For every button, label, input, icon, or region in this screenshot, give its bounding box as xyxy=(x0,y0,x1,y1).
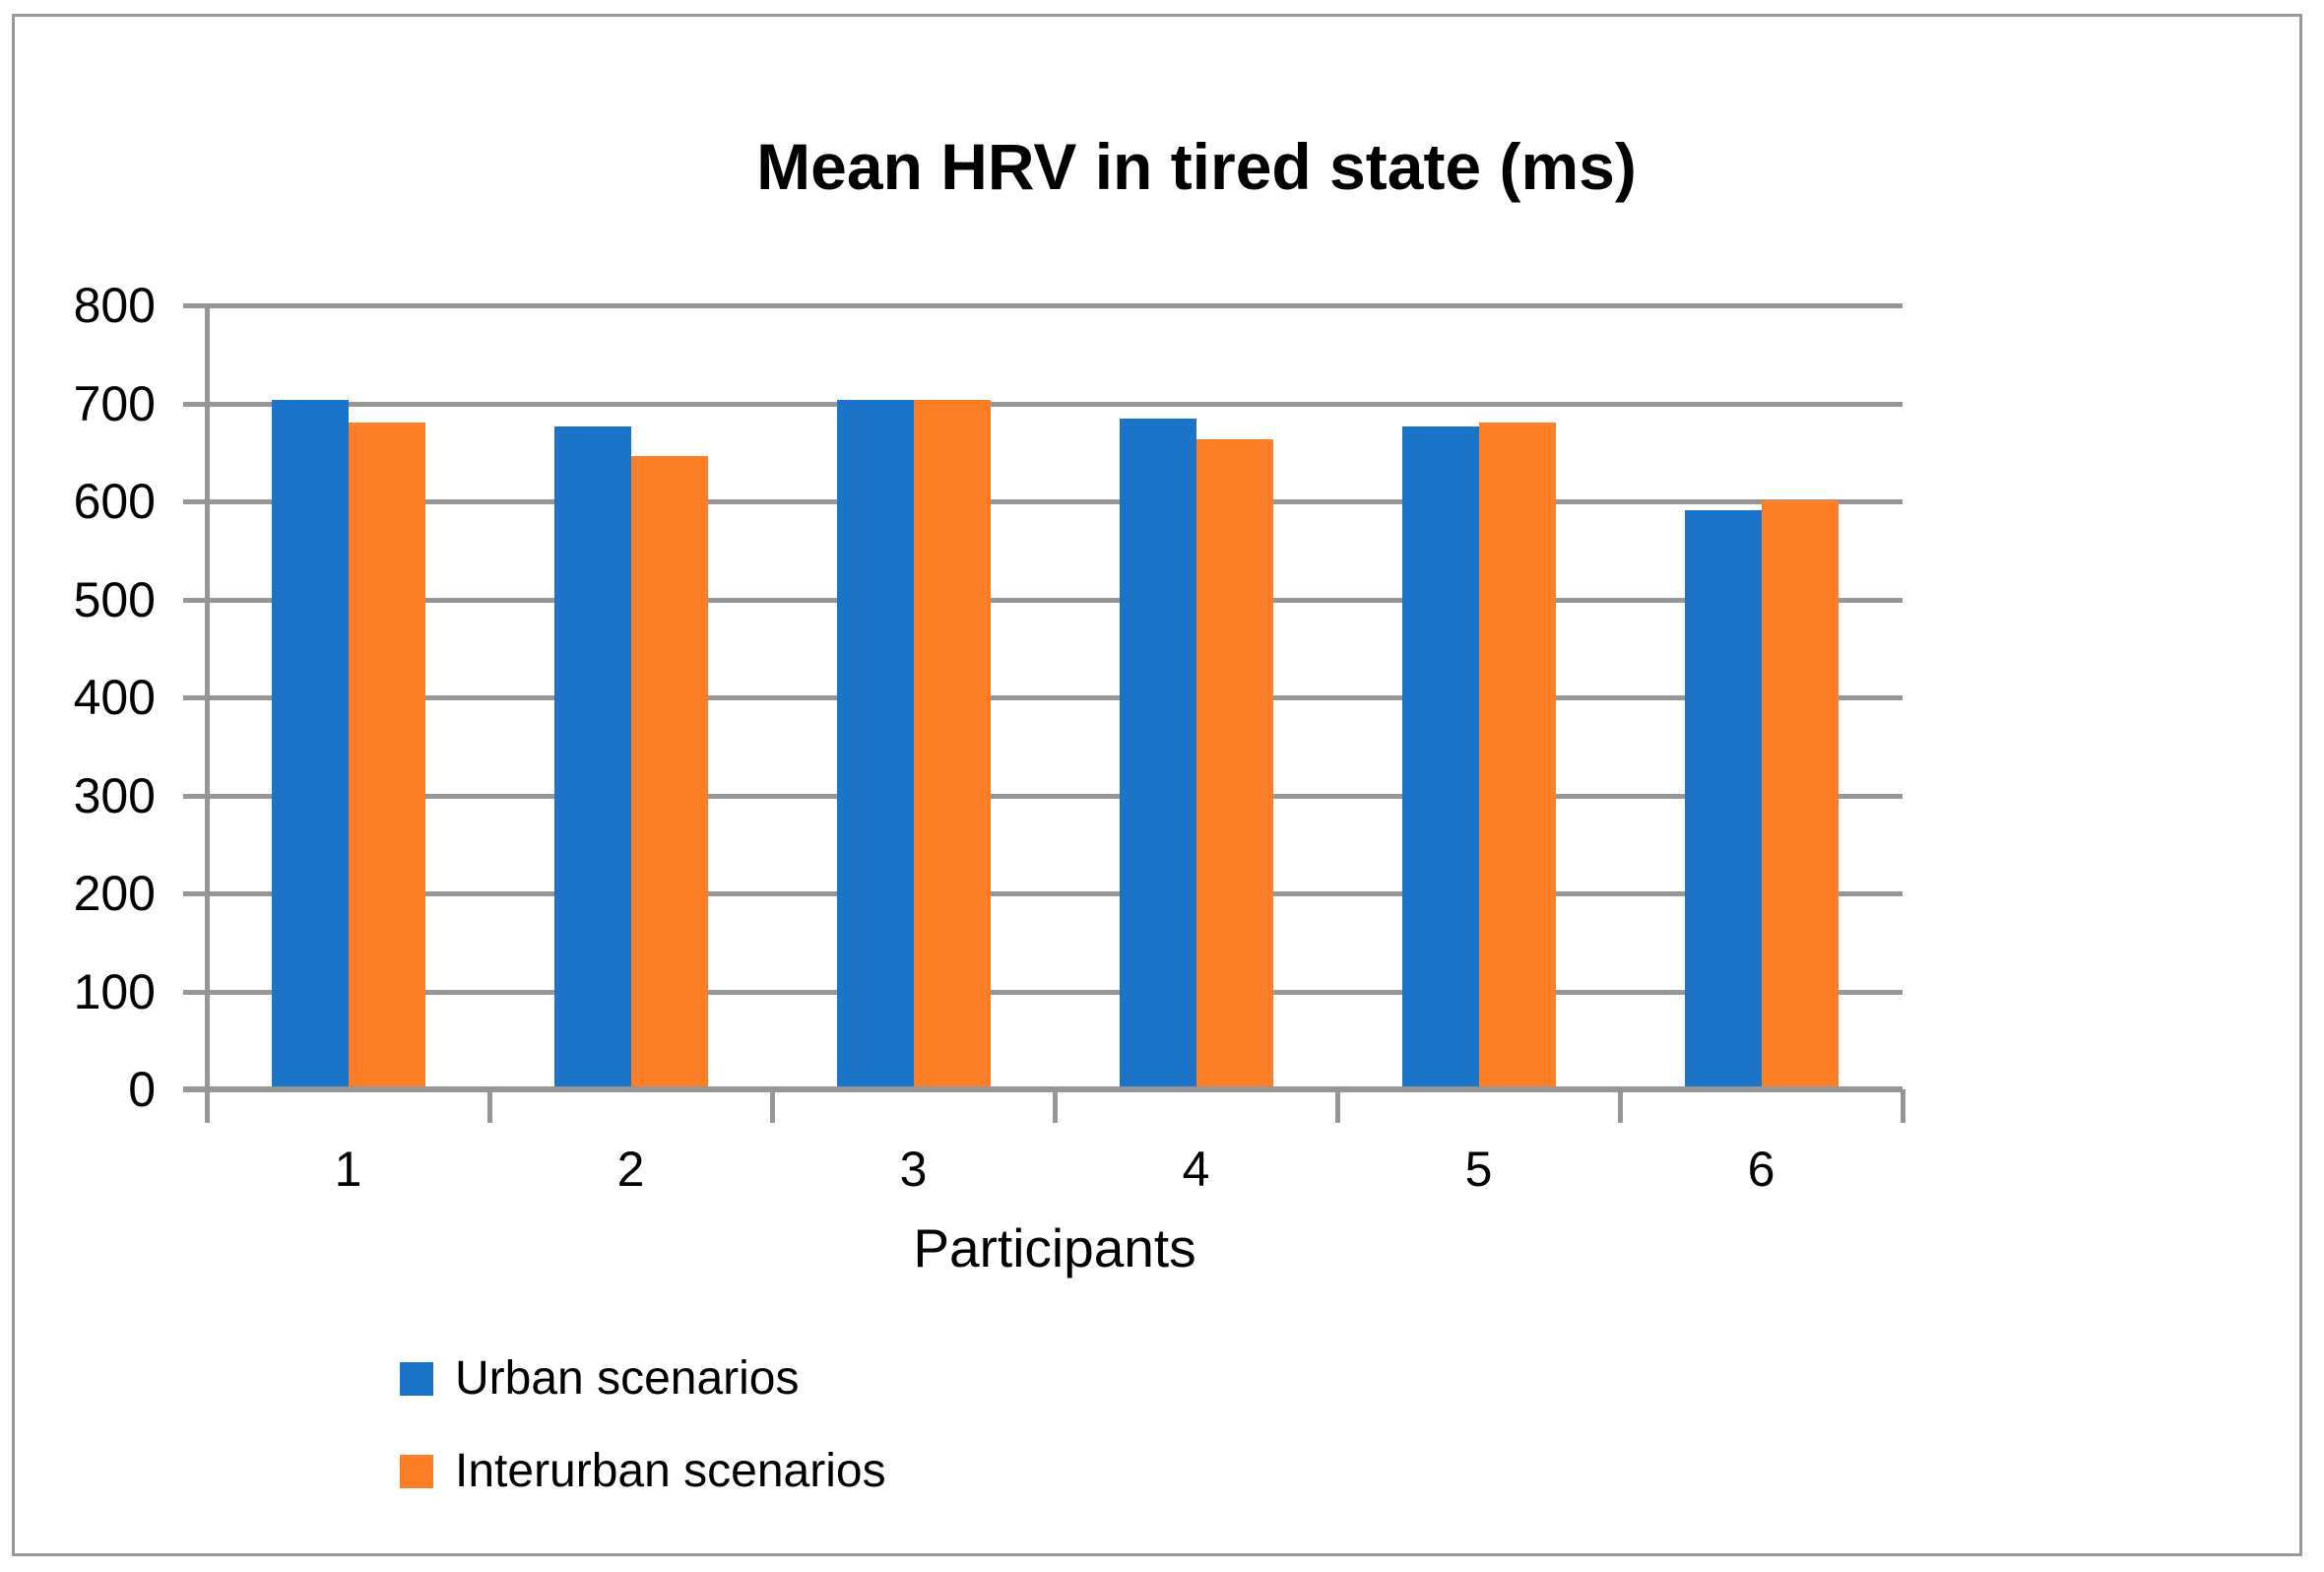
legend: Urban scenarios Interurban scenarios xyxy=(400,1355,886,1545)
urban-bar-1 xyxy=(272,400,349,1089)
y-tick-label-300: 300 xyxy=(73,767,156,823)
y-tick-label-200: 200 xyxy=(73,866,156,921)
x-axis-tick-5 xyxy=(1618,1089,1623,1123)
legend-label-interurban: Interurban scenarios xyxy=(455,1445,886,1497)
gridline-500 xyxy=(183,597,1903,603)
x-axis-tick-1 xyxy=(487,1089,492,1123)
interurban-bar-1 xyxy=(349,423,425,1089)
gridline-800 xyxy=(183,303,1903,308)
gridline-300 xyxy=(183,793,1903,799)
y-tick-label-800: 800 xyxy=(73,278,156,333)
urban-series-swatch-icon xyxy=(400,1362,433,1396)
legend-label-urban: Urban scenarios xyxy=(455,1352,800,1405)
gridline-600 xyxy=(183,499,1903,504)
x-axis-line xyxy=(183,1086,1903,1092)
y-tick-label-400: 400 xyxy=(73,670,156,725)
x-axis-tick-4 xyxy=(1335,1089,1340,1123)
legend-entry-interurban: Interurban scenarios xyxy=(400,1448,886,1495)
urban-bar-2 xyxy=(554,426,631,1089)
y-tick-label-700: 700 xyxy=(73,375,156,431)
x-tick-label-4: 4 xyxy=(1182,1142,1210,1197)
y-axis-line xyxy=(205,303,210,1123)
x-tick-label-6: 6 xyxy=(1747,1142,1775,1197)
urban-bar-4 xyxy=(1120,419,1196,1089)
gridline-400 xyxy=(183,695,1903,700)
chart-title: Mean HRV in tired state (ms) xyxy=(756,130,1637,203)
x-tick-label-5: 5 xyxy=(1464,1142,1493,1197)
x-tick-label-2: 2 xyxy=(616,1142,645,1197)
x-axis-tick-2 xyxy=(770,1089,775,1123)
y-tick-label-100: 100 xyxy=(73,963,156,1019)
x-tick-label-3: 3 xyxy=(899,1142,928,1197)
gridline-100 xyxy=(183,989,1903,995)
interurban-series-swatch-icon xyxy=(400,1455,433,1488)
gridline-700 xyxy=(183,401,1903,407)
y-tick-label-500: 500 xyxy=(73,571,156,627)
urban-bar-3 xyxy=(837,400,914,1089)
x-axis-tick-0 xyxy=(205,1089,210,1123)
interurban-bar-5 xyxy=(1479,423,1556,1089)
interurban-bar-6 xyxy=(1762,500,1839,1089)
interurban-bar-3 xyxy=(914,400,991,1089)
x-tick-label-1: 1 xyxy=(334,1142,362,1197)
x-axis-tick-3 xyxy=(1053,1089,1058,1123)
x-axis-title: Participants xyxy=(913,1217,1196,1278)
gridline-200 xyxy=(183,891,1903,896)
urban-bar-6 xyxy=(1685,510,1762,1089)
urban-bar-5 xyxy=(1402,426,1479,1089)
interurban-bar-4 xyxy=(1196,439,1273,1089)
y-tick-label-600: 600 xyxy=(73,474,156,529)
legend-entry-urban: Urban scenarios xyxy=(400,1355,886,1403)
y-tick-label-0: 0 xyxy=(128,1062,156,1117)
x-axis-tick-6 xyxy=(1901,1089,1905,1123)
interurban-bar-2 xyxy=(631,456,708,1089)
